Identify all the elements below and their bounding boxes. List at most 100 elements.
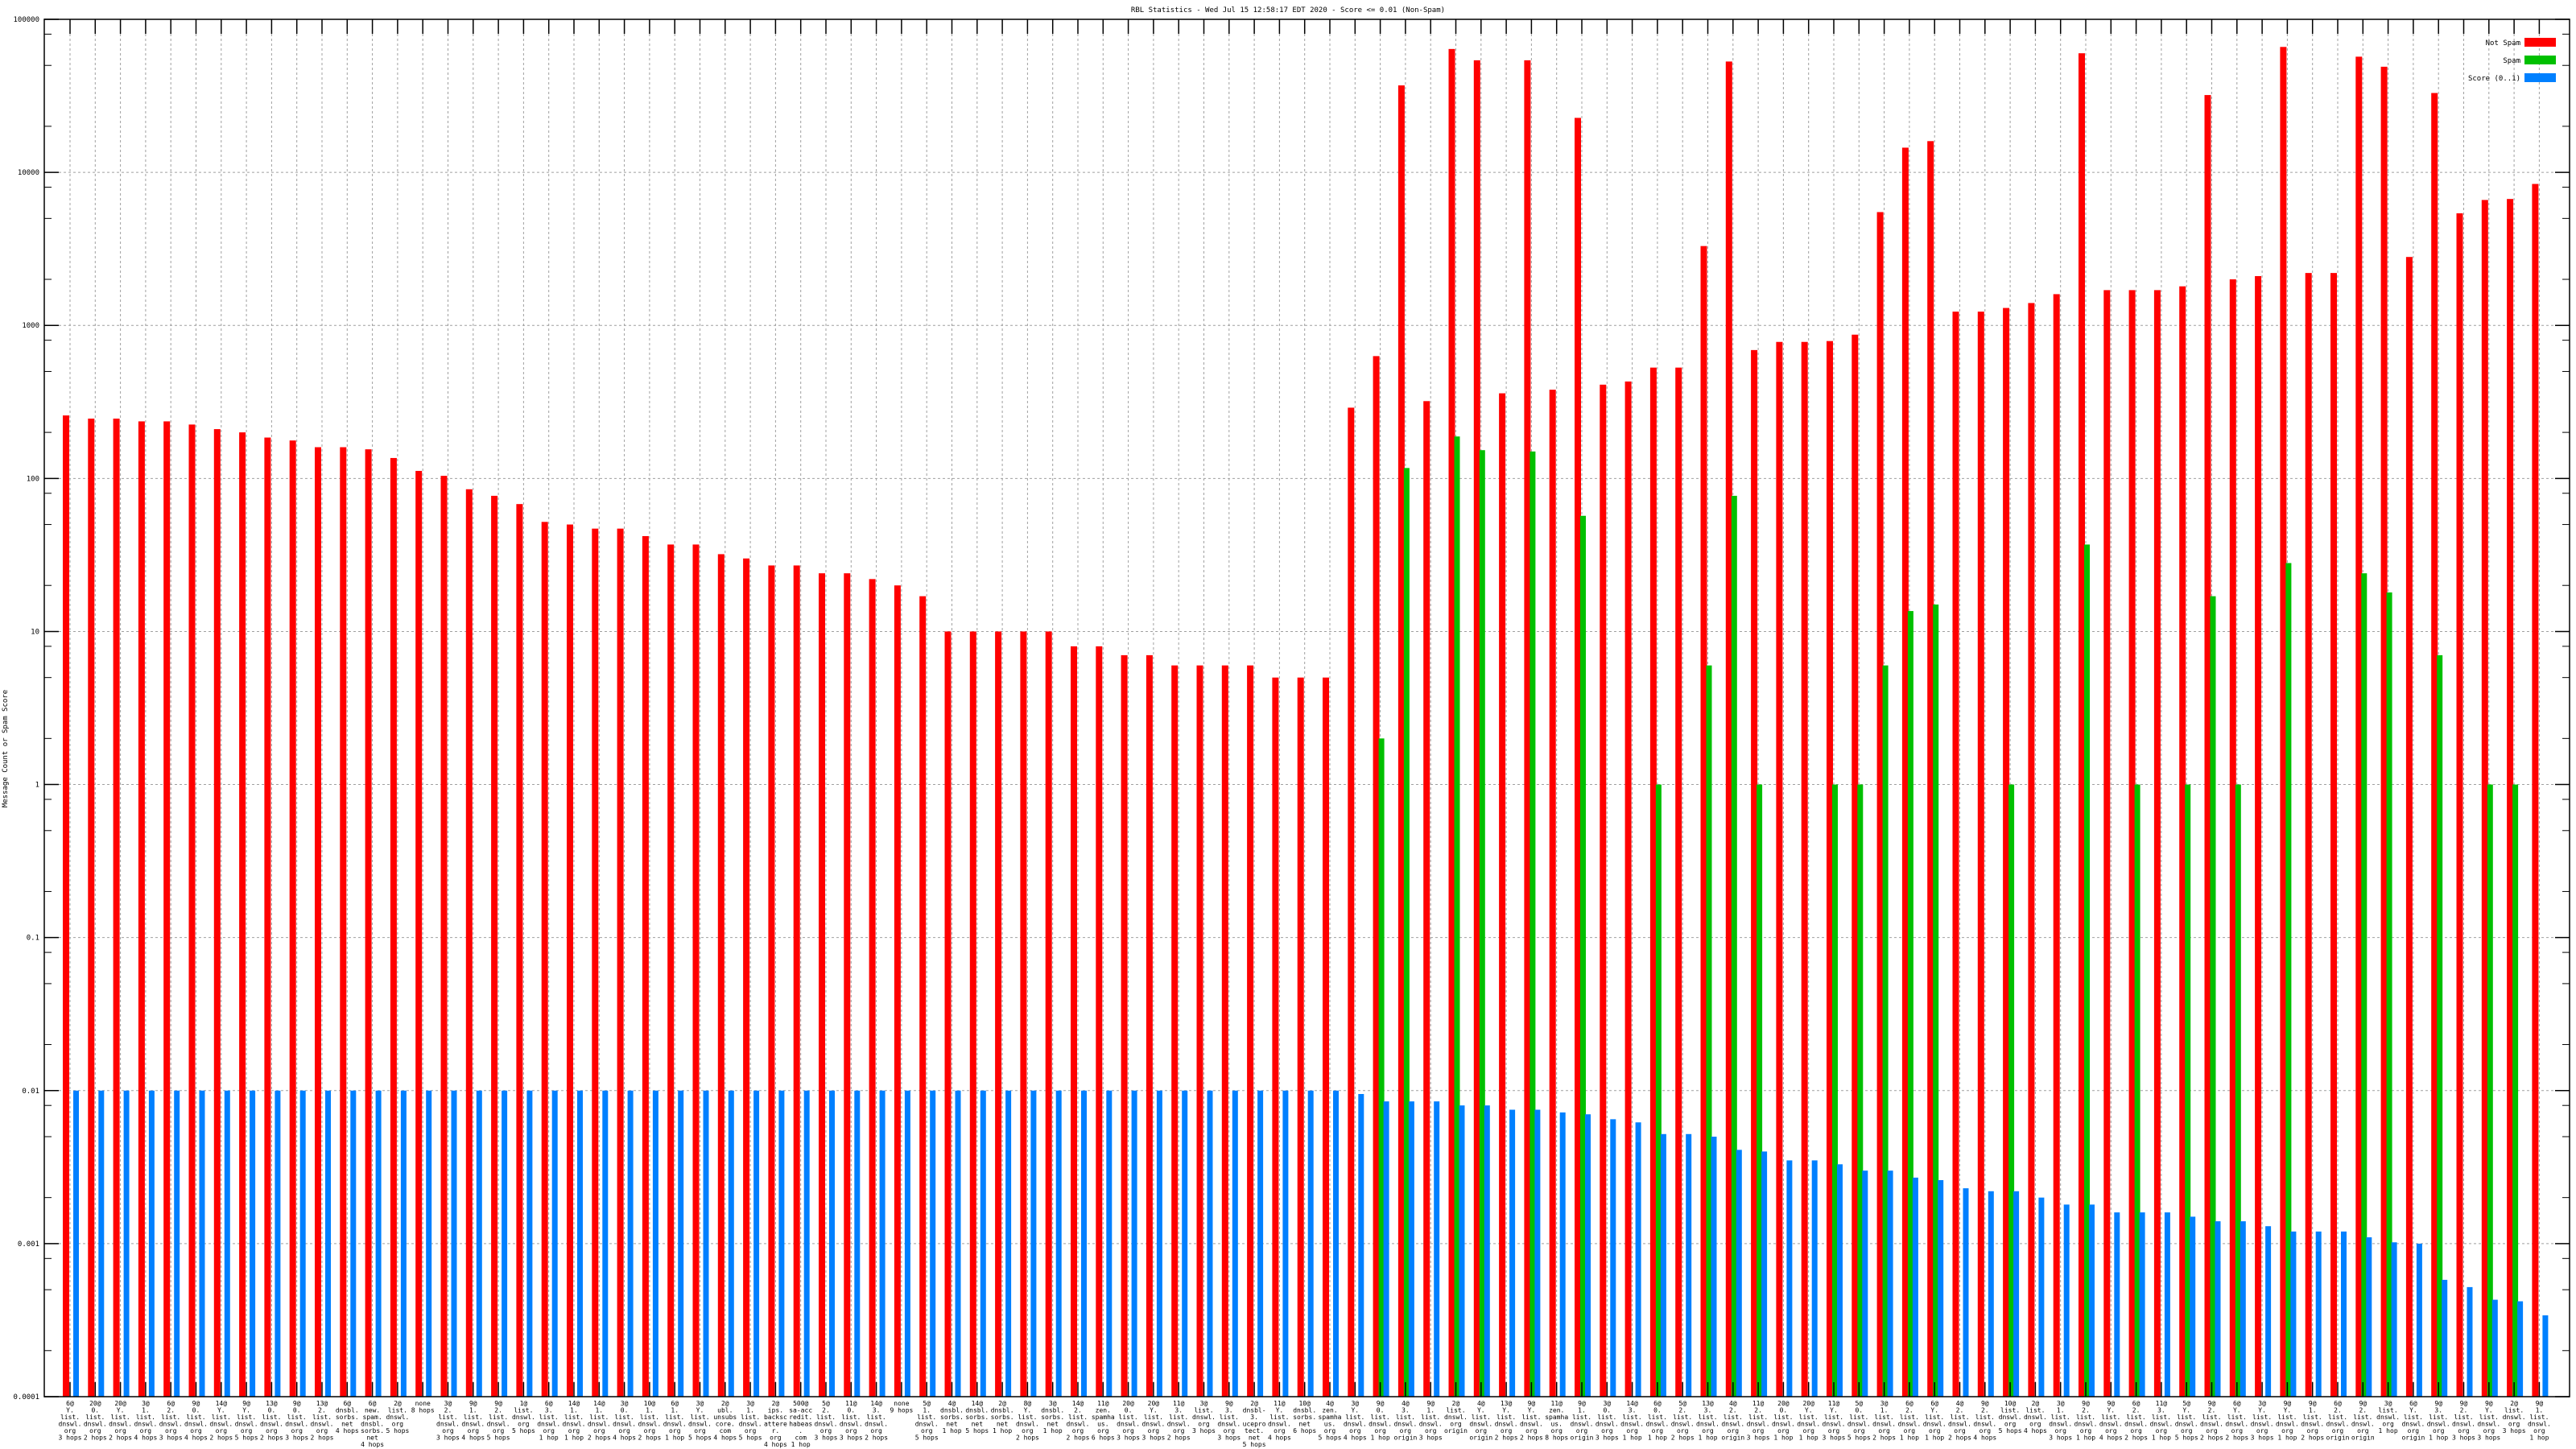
score-bar xyxy=(526,1090,533,1397)
x-tick-label-line: dnswl. xyxy=(1192,1414,1216,1421)
x-tick-label-line: Y. xyxy=(1930,1407,1938,1414)
y-tick-label: 0.0001 xyxy=(13,1393,39,1402)
x-tick-label-line: Y. xyxy=(1830,1407,1838,1414)
x-tick-label-line: dnswl. xyxy=(1268,1421,1291,1428)
score-bar xyxy=(2038,1197,2045,1397)
x-tick-label: 6@ Y. list. dnswl. org 3 hops xyxy=(59,1400,82,1442)
x-tick-label: 9@ Y. list. dnswl. org 5 hops xyxy=(235,1400,258,1442)
score-bar xyxy=(1081,1090,1087,1397)
x-tick-label: 14@ Y. list. dnswl. org 2 hops xyxy=(209,1400,233,1442)
not-spam-bar xyxy=(2405,257,2413,1397)
not-spam-bar xyxy=(1952,312,1959,1397)
score-bar xyxy=(174,1090,180,1397)
x-tick-label-line: dnswl. xyxy=(1419,1421,1443,1428)
x-tick-label-line: com xyxy=(720,1427,732,1435)
x-tick-label-line: 2 hops xyxy=(2200,1435,2223,1442)
x-tick-label-line: dnswl. xyxy=(2149,1421,2173,1428)
x-tick-label-line: list. xyxy=(1119,1414,1138,1421)
x-tick-label: 11@ Y. list. dnswl. org 4 hops xyxy=(1268,1400,1291,1442)
not-spam-bar xyxy=(2204,95,2211,1397)
x-tick-label-line: 2 hops xyxy=(588,1435,611,1442)
x-tick-label-line: org xyxy=(1501,1427,1513,1435)
x-tick-label-line: 2. xyxy=(822,1407,830,1414)
score-bar xyxy=(1182,1090,1188,1397)
x-tick-label-line: 4 hops xyxy=(461,1435,485,1442)
x-tick-label-line: list. xyxy=(2404,1414,2423,1421)
x-tick-label-line: 2 hops xyxy=(84,1435,107,1442)
not-spam-bar xyxy=(743,558,750,1397)
x-tick-label-line: redit. xyxy=(789,1414,812,1421)
x-tick-label-line: dnsbl- xyxy=(1243,1407,1266,1414)
not-spam-bar xyxy=(2431,93,2438,1397)
score-bar xyxy=(879,1090,886,1397)
x-tick-label-line: org xyxy=(1702,1427,1714,1435)
y-tick-labels: 100000 10000 1000 100 10 1 0.1 0.01 0.001 0.0001 xyxy=(13,16,39,1402)
score-bar xyxy=(1106,1090,1113,1397)
not-spam-bar xyxy=(1624,381,1632,1397)
spam-bar xyxy=(2512,784,2519,1397)
x-tick-label-line: 4@ xyxy=(1956,1400,1964,1407)
score-bar xyxy=(98,1090,105,1397)
x-tick-label-line: Y. xyxy=(2233,1407,2241,1414)
score-bar xyxy=(1055,1090,1062,1397)
x-tick-label-line: org xyxy=(2256,1427,2268,1435)
x-tick-label-line: 20@ xyxy=(1777,1400,1790,1407)
x-tick-label: 9@ 2. list. dnswl. org 5 hops xyxy=(487,1400,510,1442)
x-tick-label-line: 20@ xyxy=(1122,1400,1134,1407)
score-bar xyxy=(451,1090,457,1397)
not-spam-bar xyxy=(1675,367,1682,1397)
x-tick-label-line: 3 hops xyxy=(285,1435,308,1442)
x-tick-label-line: 13@ xyxy=(266,1400,278,1407)
x-tick-label-line: org xyxy=(2483,1427,2496,1435)
x-tick-label-line: list. xyxy=(2429,1414,2448,1421)
x-tick-label: 10@ dnsbl. sorbs. net 6 hops xyxy=(1293,1400,1316,1435)
x-tick-label-line: list. xyxy=(1698,1414,1717,1421)
x-tick-label-line: dnswl. xyxy=(386,1414,409,1421)
x-tick-label-line: 1 hop xyxy=(564,1435,584,1442)
x-tick-label-line: list. xyxy=(665,1414,684,1421)
x-tick-label-line: 20@ xyxy=(89,1400,101,1407)
x-tick-label-line: us. xyxy=(1324,1421,1335,1428)
x-tick-label-line: 2@ xyxy=(721,1400,729,1407)
x-tick-label-line: 3. xyxy=(1250,1414,1258,1421)
x-tick-label-line: 11@ xyxy=(2156,1400,2168,1407)
x-tick-label-line: 3 hops xyxy=(1823,1435,1846,1442)
score-bar xyxy=(577,1090,583,1397)
x-tick-label-line: org xyxy=(1576,1427,1588,1435)
x-tick-label-line: 9@ xyxy=(192,1400,200,1407)
x-tick-label-line: 4 hops xyxy=(764,1441,787,1448)
not-spam-bar xyxy=(1020,631,1027,1397)
x-tick-label: 5@ 2. list. dnswl. org 3 hops xyxy=(815,1400,838,1442)
x-tick-label-line: org xyxy=(820,1427,832,1435)
x-tick-label-line: dnswl. xyxy=(815,1421,838,1428)
x-tick-label-line: 6@ xyxy=(1930,1400,1938,1407)
not-spam-bar xyxy=(1827,341,1833,1397)
x-tick-label-line: 0. xyxy=(1653,1407,1662,1414)
x-tick-label-line: dnswl. xyxy=(59,1421,82,1428)
x-tick-label-line: dnswl. xyxy=(1823,1421,1846,1428)
y-tick-label: 0.001 xyxy=(18,1241,39,1249)
x-tick-label-line: dnswl. xyxy=(1999,1414,2022,1421)
x-tick-label: 6@ Y. list. dnswl. org 1 hop xyxy=(1923,1400,1946,1442)
x-tick-label-line: 3 hops xyxy=(815,1435,838,1442)
score-bar xyxy=(199,1090,205,1397)
x-tick-label-line: dnsbl. xyxy=(991,1407,1014,1414)
x-tick-label-line: 2. xyxy=(1754,1407,1762,1414)
x-tick-label-line: org xyxy=(568,1427,580,1435)
x-tick-label-line: 3 hops xyxy=(2049,1435,2072,1442)
x-tick-label-line: 6@ xyxy=(167,1400,175,1407)
x-tick-label-line: org xyxy=(2433,1427,2445,1435)
not-spam-bar xyxy=(2128,290,2136,1397)
x-tick-label-line: list. xyxy=(841,1414,861,1421)
x-tick-label-line: dnswl. xyxy=(1495,1421,1518,1428)
x-tick-label-line: org xyxy=(1878,1427,1890,1435)
x-tick-label-line: org xyxy=(140,1427,152,1435)
y-tick-label: 100 xyxy=(27,475,39,483)
x-tick-label-line: dnswl. xyxy=(2175,1421,2198,1428)
x-tick-label: 2@ ubl. unsubs core. com 4 hops xyxy=(713,1400,737,1442)
x-tick-label-line: 2. xyxy=(2208,1407,2216,1414)
x-tick-label-line: 6@ xyxy=(2409,1400,2417,1407)
x-tick-label-line: net xyxy=(997,1421,1009,1428)
x-tick-label-line: 8@ xyxy=(1024,1400,1032,1407)
score-bar xyxy=(2114,1212,2120,1397)
